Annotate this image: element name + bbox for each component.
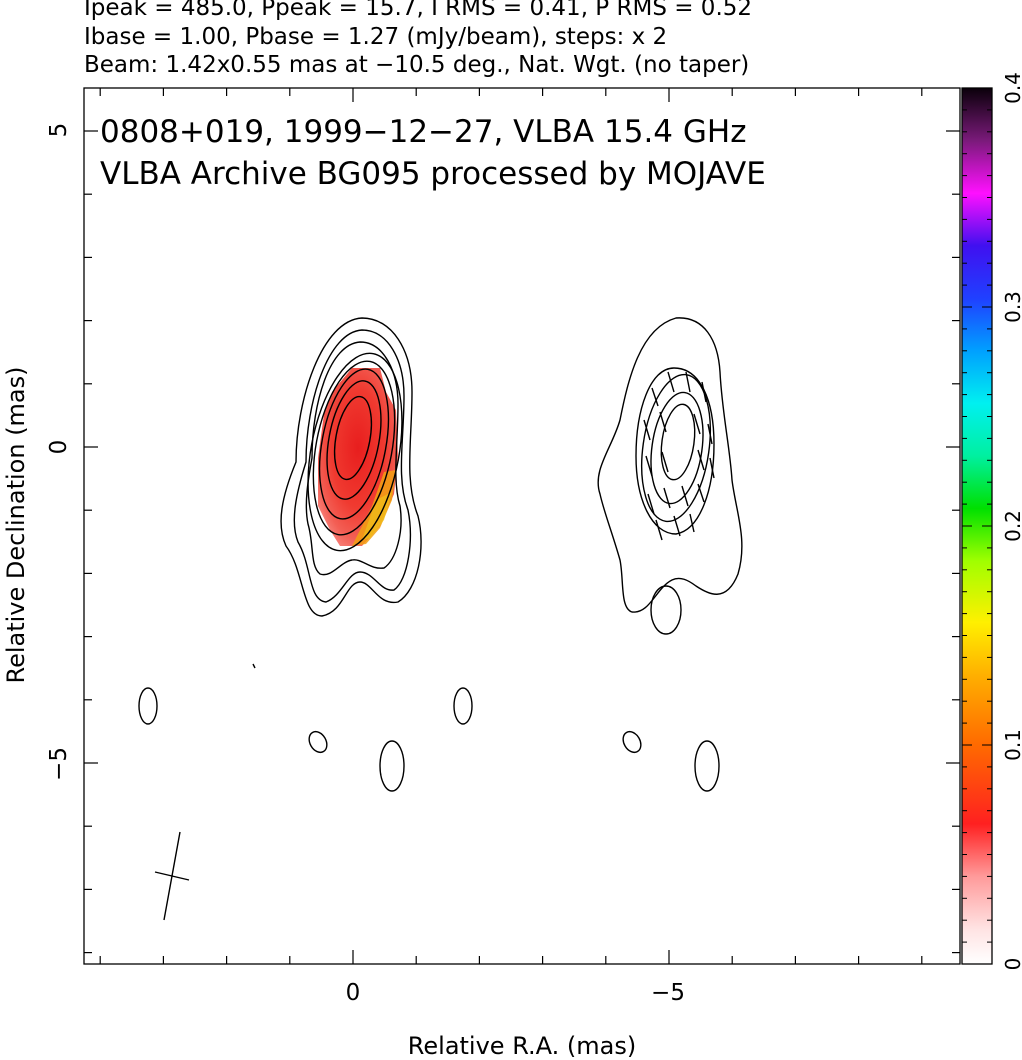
header-line-3: Beam: 1.42x0.55 mas at −10.5 deg., Nat. … [84, 52, 750, 78]
y-axis-label: Relative Declination (mas) [2, 366, 30, 683]
x-axis-label: Relative R.A. (mas) [408, 1032, 636, 1060]
colorbar: 0 0.1 0.2 0.3 0.4 [961, 72, 1022, 971]
plot-frame [83, 87, 961, 965]
colorbar-label-0.4: 0.4 [1001, 72, 1022, 104]
y-tick-label-5: 5 [46, 123, 72, 138]
core-contours [280, 317, 422, 617]
core-polarization-fill [318, 368, 398, 546]
y-tick-label-m5: −5 [46, 747, 72, 781]
x-tick-label-m5: −5 [651, 980, 685, 1006]
colorbar-label-0.3: 0.3 [1001, 291, 1022, 323]
header-line-2: Ibase = 1.00, Pbase = 1.27 (mJy/beam), s… [84, 24, 668, 50]
x-tick-labels: 0 −5 [346, 980, 685, 1006]
colorbar-label-0: 0 [1001, 958, 1022, 971]
axis-ticks [84, 88, 960, 964]
plot-title-line2: VLBA Archive BG095 processed by MOJAVE [100, 156, 766, 192]
secondary-contours [597, 317, 743, 635]
plot-title-line1: 0808+019, 1999−12−27, VLBA 15.4 GHz [100, 114, 746, 150]
colorbar-label-0.1: 0.1 [1001, 729, 1022, 761]
evpa-ticks [643, 371, 715, 541]
colorbar-label-0.2: 0.2 [1001, 510, 1022, 542]
noise-contours [138, 663, 720, 792]
x-tick-label-0: 0 [346, 980, 361, 1006]
header-line-1: Ipeak = 485.0, Ppeak = 15.7, I RMS = 0.4… [84, 0, 753, 21]
beam-cross [154, 831, 190, 921]
y-tick-labels: 5 0 −5 [46, 123, 72, 781]
y-tick-label-0: 0 [46, 440, 72, 455]
